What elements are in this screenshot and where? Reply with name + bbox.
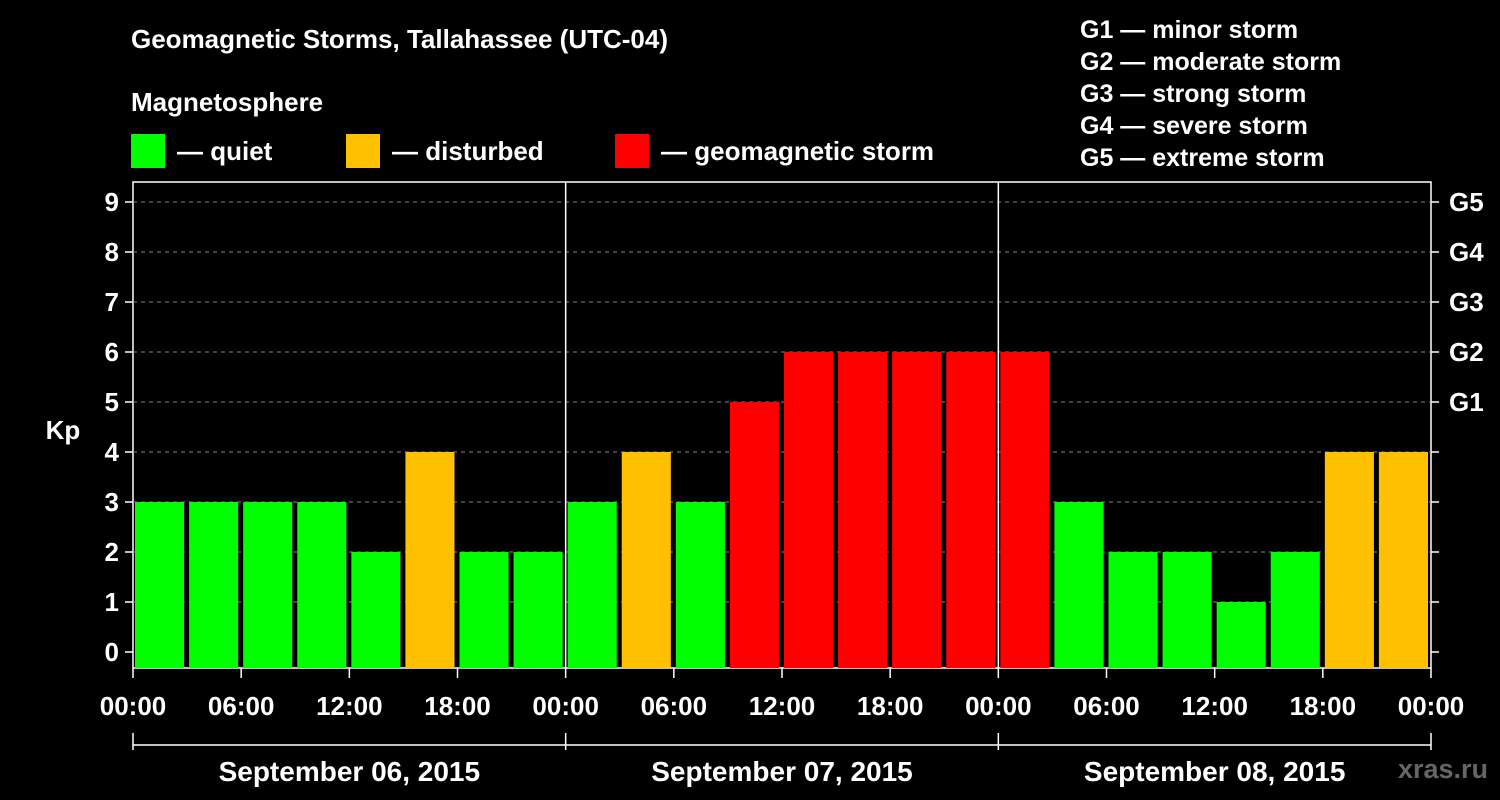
- x-tick-label: 18:00: [424, 691, 491, 721]
- kp-bar: [243, 502, 293, 668]
- y-tick-label: 0: [105, 637, 119, 667]
- legend-swatch-disturbed: [346, 134, 380, 168]
- storm-level-label: G1: [1449, 387, 1484, 417]
- kp-bar: [1000, 352, 1050, 668]
- scale-item-g2: G2 — moderate storm: [1080, 48, 1342, 76]
- kp-bar: [784, 352, 834, 668]
- x-tick-label: 06:00: [641, 691, 708, 721]
- y-axis-label: Kp: [46, 415, 81, 445]
- legend-label-disturbed: — disturbed: [392, 135, 544, 166]
- legend-heading: Magnetosphere: [131, 87, 324, 117]
- day-label: September 06, 2015: [219, 756, 481, 787]
- kp-bar: [1216, 602, 1266, 668]
- kp-bar: [1108, 552, 1158, 668]
- x-tick-label: 12:00: [1181, 691, 1248, 721]
- scale-item-g4: G4 — severe storm: [1080, 112, 1308, 140]
- kp-bar: [513, 552, 563, 668]
- y-tick-label: 1: [105, 587, 119, 617]
- kp-bar: [189, 502, 239, 668]
- day-label: September 08, 2015: [1084, 756, 1346, 787]
- kp-bar: [567, 502, 617, 668]
- kp-bar: [729, 402, 779, 668]
- kp-bar: [946, 352, 996, 668]
- x-tick-label: 18:00: [1290, 691, 1357, 721]
- x-tick-label: 00:00: [1398, 691, 1465, 721]
- kp-bar: [297, 502, 347, 668]
- storm-scale-legend: G1 — minor storm G2 — moderate storm G3 …: [1080, 14, 1341, 174]
- kp-bar: [1270, 552, 1320, 668]
- x-tick-label: 12:00: [749, 691, 816, 721]
- y-tick-label: 3: [105, 487, 119, 517]
- kp-bar: [1162, 552, 1212, 668]
- kp-bar: [892, 352, 942, 668]
- legend-swatch-quiet: [131, 134, 165, 168]
- x-tick-label: 06:00: [208, 691, 275, 721]
- kp-bar: [675, 502, 725, 668]
- kp-bar: [621, 452, 671, 668]
- y-tick-label: 8: [105, 237, 119, 267]
- y-tick-label: 6: [105, 337, 119, 367]
- x-tick-label: 00:00: [965, 691, 1032, 721]
- x-tick-label: 06:00: [1073, 691, 1140, 721]
- storm-level-label: G3: [1449, 287, 1484, 317]
- storm-level-label: G4: [1449, 237, 1484, 267]
- x-tick-label: 18:00: [857, 691, 924, 721]
- x-tick-label: 00:00: [100, 691, 167, 721]
- y-tick-label: 9: [105, 187, 119, 217]
- scale-item-g5: G5 — extreme storm: [1080, 144, 1325, 172]
- x-tick-label: 00:00: [532, 691, 599, 721]
- storm-level-label: G5: [1449, 187, 1484, 217]
- kp-bar: [351, 552, 401, 668]
- scale-item-g3: G3 — strong storm: [1080, 80, 1307, 108]
- x-tick-label: 12:00: [316, 691, 383, 721]
- kp-bar: [135, 502, 185, 668]
- kp-bar: [405, 452, 455, 668]
- scale-item-g1: G1 — minor storm: [1080, 16, 1299, 44]
- y-tick-label: 5: [105, 387, 119, 417]
- kp-bar: [1324, 452, 1374, 668]
- legend-item-disturbed: — disturbed: [346, 134, 544, 168]
- chart-title: Geomagnetic Storms, Tallahassee (UTC-04): [131, 24, 669, 54]
- y-tick-label: 7: [105, 287, 119, 317]
- kp-bar: [838, 352, 888, 668]
- day-label: September 07, 2015: [651, 756, 913, 787]
- storm-level-label: G2: [1449, 337, 1484, 367]
- y-tick-label: 4: [105, 437, 120, 467]
- kp-bar: [1054, 502, 1104, 668]
- legend-label-quiet: — quiet: [177, 135, 273, 166]
- legend-item-storm: — geomagnetic storm: [615, 134, 934, 168]
- watermark: xras.ru: [1397, 754, 1488, 784]
- kp-bar: [1378, 452, 1428, 668]
- y-tick-label: 2: [105, 537, 119, 567]
- legend-swatch-storm: [615, 134, 649, 168]
- kp-bar: [459, 552, 509, 668]
- legend-label-storm: — geomagnetic storm: [661, 135, 935, 166]
- legend-item-quiet: — quiet: [131, 134, 272, 168]
